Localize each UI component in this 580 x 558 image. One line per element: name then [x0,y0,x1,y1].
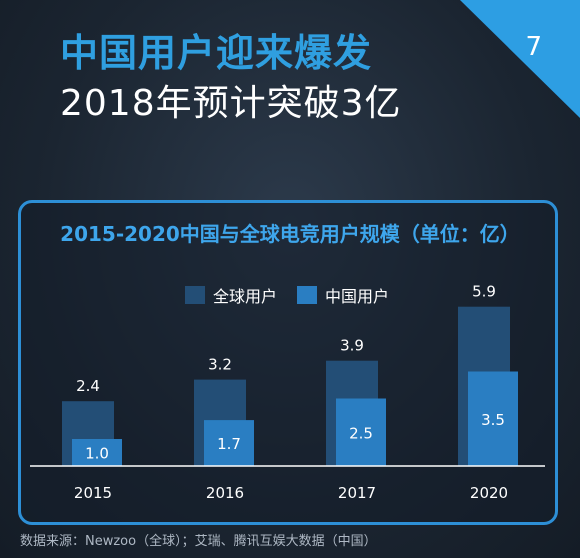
legend-item-china: 中国用户 [297,283,389,307]
legend-swatch-china [297,286,318,304]
legend-item-global: 全球用户 [185,283,277,307]
x-tick-2015: 2015 [74,484,112,502]
label-china-2017: 2.5 [349,424,373,442]
bar-china-2016 [204,420,254,466]
x-tick-2016: 2016 [206,484,244,502]
title-line2: 2018年预计突破3亿 [60,83,402,124]
source-note: 数据来源：Newzoo（全球）；艾瑞、腾讯互娱大数据（中国） [20,534,377,549]
label-global-2015: 2.4 [76,377,100,395]
legend-swatch-global [185,286,205,304]
label-china-2016: 1.7 [217,435,241,453]
label-global-2020: 5.9 [472,283,496,301]
page-number: 7 [525,32,542,62]
legend-label-china: 中国用户 [325,287,390,306]
label-global-2017: 3.9 [340,337,364,355]
x-tick-2017: 2017 [338,484,376,502]
label-global-2016: 3.2 [208,356,232,374]
legend-label-global: 全球用户 [213,287,278,306]
chart-legend: 全球用户 中国用户 [185,283,389,307]
label-china-2015: 1.0 [85,445,109,463]
bar-china-2017 [336,398,386,466]
corner-triangle [460,0,580,118]
x-tick-2020: 2020 [470,484,508,502]
label-china-2020: 3.5 [481,411,505,429]
chart-title: 2015-2020中国与全球电竞用户规模（单位：亿） [60,222,520,246]
bar-china-2020 [468,371,518,466]
title-line1: 中国用户迎来爆发 [60,31,373,75]
bar-china-2015 [72,439,122,466]
